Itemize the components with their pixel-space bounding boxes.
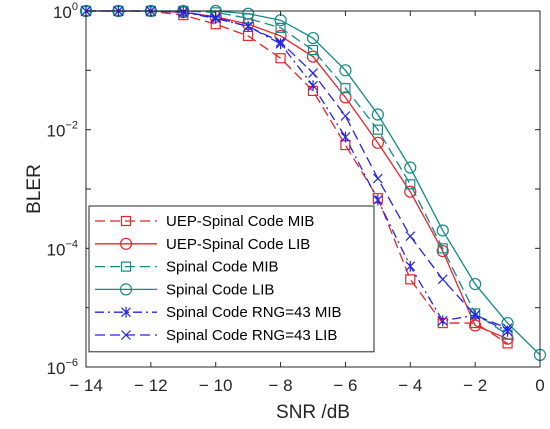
- series-3-point: [405, 179, 416, 190]
- legend-entry-4: Spinal Code LIB: [95, 281, 274, 298]
- series-6-point: [243, 21, 254, 32]
- legend-label: Spinal Code RNG=43 MIB: [166, 304, 342, 321]
- x-axis-ticks: − 14 − 12 − 10 − 8 − 6 − 4 − 2 0: [69, 11, 545, 395]
- y-axis-ticks: 100 10−2 10−4 10−6: [47, 1, 540, 378]
- series-6: [81, 6, 513, 334]
- series-6-line: [86, 10, 508, 329]
- legend-box: [88, 205, 375, 353]
- y-tick-label: 100: [53, 1, 78, 22]
- legend-marker: [120, 261, 132, 272]
- series-5-point: [405, 260, 416, 272]
- series-1-point: [275, 53, 286, 64]
- x-tick-label: 0: [535, 376, 544, 395]
- series-6-point: [372, 173, 383, 184]
- series-6-point: [178, 6, 189, 17]
- series-5-point: [340, 131, 351, 143]
- series-6-point: [405, 231, 416, 242]
- x-tick-label: − 12: [134, 376, 168, 395]
- y-tick-label: 10−4: [47, 238, 78, 259]
- series-3-point: [340, 83, 351, 94]
- legend-entry-2: UEP-Spinal Code LIB: [95, 236, 310, 253]
- series-5-point: [437, 315, 448, 327]
- legend-label: UEP-Spinal Code LIB: [166, 236, 310, 253]
- series-4-point: [436, 224, 449, 237]
- series-4-point: [371, 108, 384, 121]
- x-tick-label: − 4: [398, 376, 422, 395]
- series-3-point: [437, 243, 448, 254]
- x-tick-label: − 8: [269, 376, 293, 395]
- legend-marker: [120, 215, 132, 227]
- legend-marker: [121, 306, 131, 318]
- series-4-point: [339, 64, 352, 77]
- series-6-point: [470, 310, 481, 321]
- legend-marker: [119, 237, 133, 250]
- legend: UEP-Spinal Code MIB UEP-Spinal Code LIB Sp…: [88, 205, 375, 353]
- legend-entry-1: UEP-Spinal Code MIB: [95, 213, 314, 230]
- series-3-point: [372, 124, 383, 135]
- y-tick-label: 10−6: [47, 357, 78, 378]
- legend-entry-3: Spinal Code MIB: [95, 259, 279, 276]
- series-3-point: [307, 44, 319, 56]
- series-6-point: [308, 68, 318, 78]
- legend-entry-5: Spinal Code RNG=43 MIB: [95, 304, 342, 321]
- x-tick-label: − 2: [463, 376, 487, 395]
- series-3-line: [86, 10, 508, 336]
- x-axis-label: SNR /dB: [276, 402, 350, 423]
- legend-marker: [119, 283, 133, 296]
- x-tick-label: − 10: [199, 376, 233, 395]
- series-6-point: [340, 111, 351, 121]
- series-2-point: [339, 91, 352, 104]
- legend-label: Spinal Code LIB: [166, 281, 274, 298]
- series-6-point: [275, 37, 286, 47]
- series-6-point: [502, 323, 513, 334]
- series-4-point: [469, 277, 482, 291]
- series-6-point: [210, 12, 221, 23]
- x-tick-label: − 6: [333, 376, 357, 395]
- series-3-point: [275, 22, 286, 33]
- series-5-point: [308, 80, 318, 92]
- legend-marker: [121, 330, 131, 340]
- legend-entry-6: Spinal Code RNG=43 LIB: [95, 327, 337, 344]
- y-axis-label: BLER: [24, 164, 45, 214]
- legend-label: UEP-Spinal Code MIB: [166, 213, 314, 230]
- series-2-point: [371, 136, 384, 149]
- legend-label: Spinal Code RNG=43 LIB: [166, 327, 337, 344]
- series-2-point: [436, 244, 449, 258]
- series-4-point: [242, 7, 255, 20]
- series-1-line: [86, 10, 508, 344]
- series-4-point: [306, 31, 320, 45]
- series-4-point: [404, 161, 417, 174]
- y-tick-label: 10−2: [47, 120, 78, 141]
- series-1-point: [405, 274, 416, 285]
- x-tick-label: − 14: [69, 376, 103, 395]
- legend-label: Spinal Code MIB: [166, 259, 279, 276]
- series-6-point: [437, 274, 448, 285]
- series-2-point: [404, 185, 417, 198]
- series-5-point: [372, 194, 383, 206]
